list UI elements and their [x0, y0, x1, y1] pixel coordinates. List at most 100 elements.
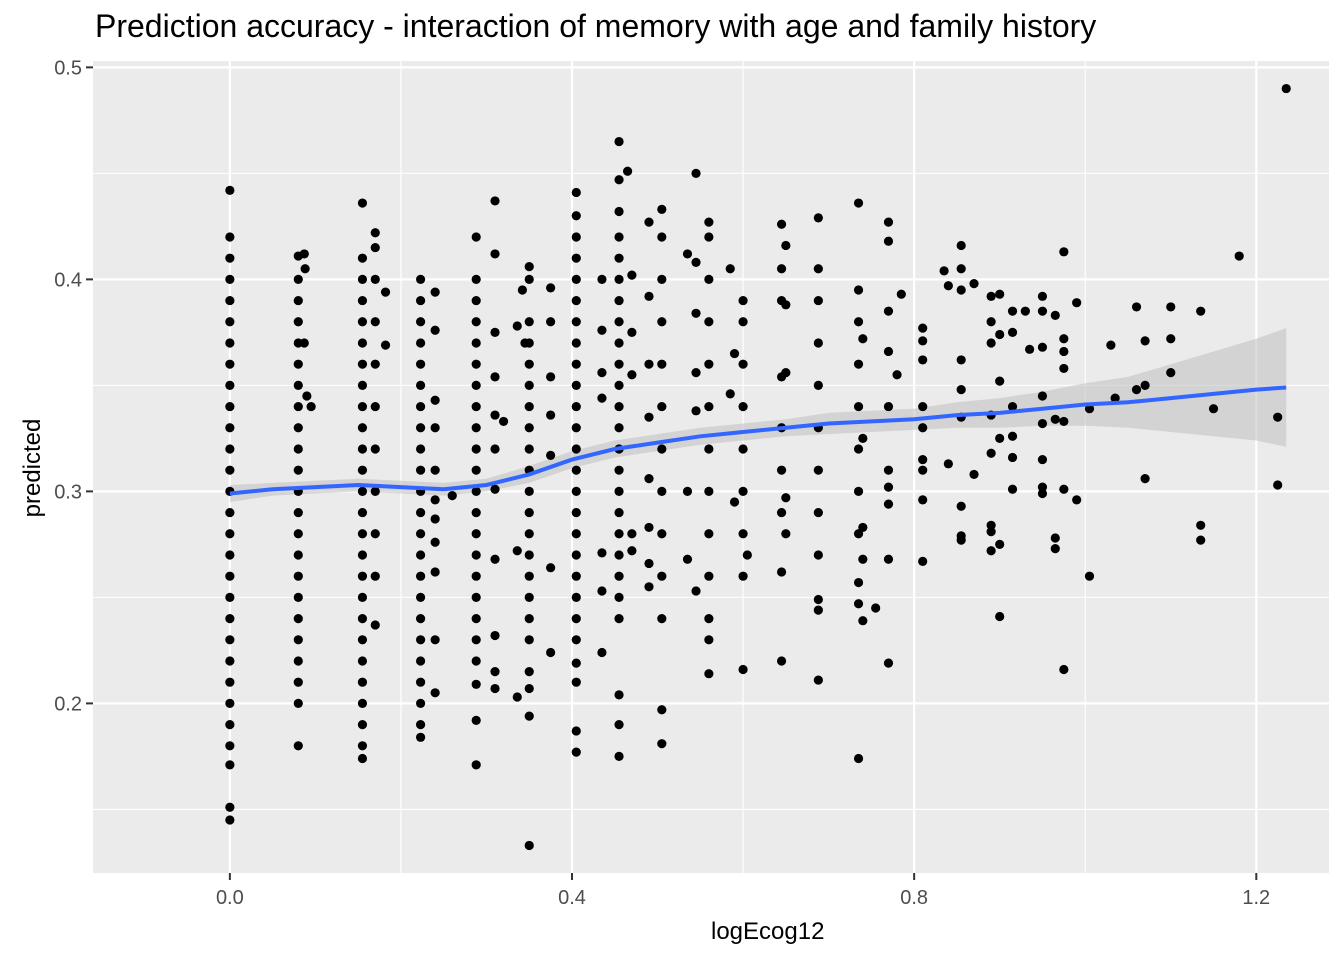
data-point: [738, 317, 748, 327]
data-point: [627, 370, 637, 380]
data-point: [883, 658, 894, 668]
data-point: [225, 359, 235, 369]
data-point: [225, 719, 235, 730]
data-point: [597, 647, 607, 658]
data-point: [858, 334, 868, 344]
data-point: [357, 613, 368, 624]
data-point: [956, 264, 966, 274]
data-point: [738, 444, 748, 454]
data-point: [471, 507, 481, 518]
data-point: [657, 739, 667, 749]
data-point: [225, 571, 235, 581]
data-point: [657, 486, 667, 496]
data-point: [883, 465, 894, 475]
data-point: [1273, 412, 1283, 422]
data-point: [430, 567, 440, 577]
data-point: [471, 550, 481, 560]
data-point: [1037, 306, 1048, 316]
data-point: [571, 571, 581, 581]
data-point: [430, 325, 440, 335]
data-point: [657, 613, 667, 624]
data-point: [986, 338, 996, 348]
data-point: [657, 705, 667, 715]
data-point: [918, 423, 928, 433]
data-point: [691, 257, 701, 268]
data-point: [357, 317, 368, 327]
data-point: [813, 605, 823, 615]
data-point: [357, 656, 368, 666]
data-point: [416, 423, 426, 433]
data-point: [571, 677, 581, 687]
data-point: [416, 719, 426, 730]
data-point: [813, 295, 823, 306]
data-point: [430, 423, 440, 433]
data-point: [293, 592, 303, 602]
data-point: [853, 753, 864, 764]
data-point: [225, 274, 235, 284]
data-point: [995, 539, 1005, 549]
data-point: [225, 677, 235, 687]
data-point: [813, 675, 823, 685]
data-point: [986, 527, 996, 537]
data-point: [416, 359, 426, 369]
data-point: [1131, 385, 1142, 395]
data-point: [704, 401, 714, 412]
data-point: [1059, 484, 1069, 494]
data-point: [813, 594, 823, 605]
data-point: [299, 249, 309, 259]
data-point: [430, 537, 440, 547]
data-point: [370, 228, 380, 238]
y-tick-label: 0.2: [54, 693, 82, 715]
data-point: [644, 582, 654, 592]
data-point: [225, 635, 235, 645]
data-point: [896, 289, 906, 299]
data-point: [524, 401, 534, 412]
data-point: [776, 264, 787, 274]
data-point: [614, 380, 624, 390]
data-point: [1037, 454, 1048, 465]
data-point: [546, 372, 556, 382]
data-point: [357, 423, 368, 433]
data-point: [524, 571, 534, 581]
data-point: [738, 571, 748, 581]
data-point: [416, 274, 426, 284]
data-point: [614, 136, 624, 147]
data-point: [225, 802, 235, 812]
data-point: [571, 359, 581, 369]
data-point: [471, 317, 481, 327]
data-point: [370, 317, 380, 327]
data-point: [571, 211, 581, 221]
data-point: [416, 677, 426, 687]
data-point: [225, 338, 235, 348]
data-point: [416, 550, 426, 560]
data-point: [225, 741, 235, 751]
data-point: [883, 346, 894, 357]
data-point: [490, 444, 500, 454]
data-point: [293, 444, 303, 454]
data-point: [571, 295, 581, 306]
data-point: [813, 507, 823, 518]
data-point: [853, 198, 864, 208]
data-point: [490, 372, 500, 382]
data-point: [416, 444, 426, 454]
data-point: [725, 264, 735, 274]
data-point: [546, 317, 556, 327]
data-point: [871, 603, 881, 613]
data-point: [956, 240, 966, 251]
data-point: [738, 401, 748, 412]
data-point: [546, 283, 556, 293]
data-point: [357, 380, 368, 390]
data-point: [293, 698, 303, 708]
data-point: [490, 196, 500, 206]
data-point: [1050, 310, 1060, 321]
data-point: [524, 840, 534, 851]
data-point: [357, 550, 368, 560]
data-point: [986, 520, 996, 530]
data-point: [524, 359, 534, 369]
data-point: [370, 242, 380, 253]
data-point: [614, 175, 624, 185]
data-point: [293, 423, 303, 433]
data-point: [370, 529, 380, 539]
data-point: [644, 217, 654, 227]
